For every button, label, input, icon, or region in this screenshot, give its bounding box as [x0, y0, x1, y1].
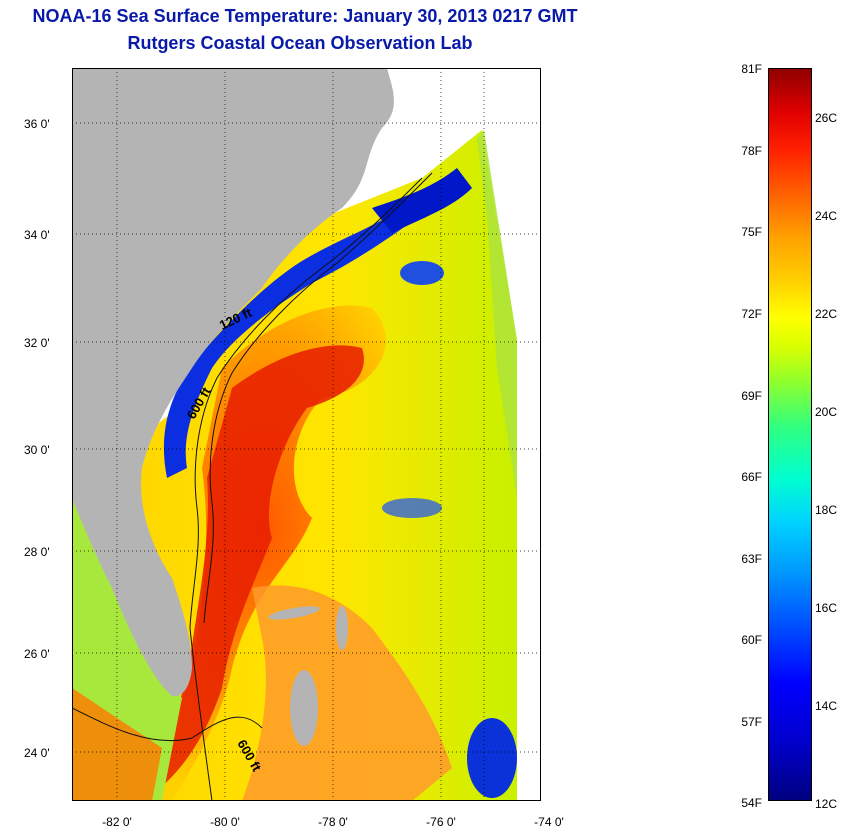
colorbar-label-f: 69F [741, 389, 762, 403]
cool-patch [400, 261, 444, 285]
bahamas-banks [242, 585, 452, 801]
ocean-band-east [477, 130, 517, 498]
lon-label: -82 0' [102, 815, 132, 829]
lon-label: -78 0' [318, 815, 348, 829]
lat-label: 26 0' [24, 647, 50, 661]
land-southeast-us [72, 68, 394, 697]
lon-label: -74 0' [534, 815, 564, 829]
colorbar-label-c: 12C [815, 797, 838, 811]
colorbar-label-c: 26C [815, 111, 838, 125]
colorbar-label-f: 78F [741, 144, 762, 158]
island-andros [290, 670, 318, 746]
isobath-contour [189, 177, 423, 801]
map-frame [72, 68, 541, 801]
cold-shelf-water [163, 208, 417, 478]
lon-label: -80 0' [210, 815, 240, 829]
lat-label: 24 0' [24, 746, 50, 760]
lat-label: 28 0' [24, 545, 50, 559]
isobath-contour [72, 707, 263, 742]
colorbar-label-f: 54F [741, 796, 762, 810]
colorbar-label-c: 16C [815, 601, 838, 615]
sst-map: 120 ft 600 ft 600 ft [72, 68, 541, 801]
colorbar-label-c: 24C [815, 209, 838, 223]
lat-label: 32 0' [24, 336, 50, 350]
colorbar-label-c: 20C [815, 405, 838, 419]
colorbar-label-f: 57F [741, 715, 762, 729]
map-subtitle: Rutgers Coastal Ocean Observation Lab [127, 33, 473, 53]
colorbar-label-f: 81F [741, 62, 762, 76]
gulf-stream-core [92, 345, 364, 801]
isobath-contour [203, 172, 433, 624]
cool-patch [467, 718, 517, 798]
colorbar-label-f: 60F [741, 633, 762, 647]
island-abaco [336, 606, 348, 650]
cool-patch [382, 498, 442, 518]
colorbar-label-c: 22C [815, 307, 838, 321]
lat-label: 34 0' [24, 228, 50, 242]
colorbar-label-f: 66F [741, 470, 762, 484]
colorbar-label-c: 14C [815, 699, 838, 713]
colorbar [768, 68, 812, 801]
cold-shelf-water-north [372, 168, 472, 233]
lat-label: 36 0' [24, 117, 50, 131]
colorbar-label-f: 75F [741, 225, 762, 239]
map-title: NOAA-16 Sea Surface Temperature: January… [32, 6, 578, 26]
lon-label: -76 0' [426, 815, 456, 829]
colorbar-label-f: 72F [741, 307, 762, 321]
colorbar-label-f: 63F [741, 552, 762, 566]
lat-label: 30 0' [24, 443, 50, 457]
colorbar-label-c: 18C [815, 503, 838, 517]
island-grand-bahama [268, 606, 320, 620]
